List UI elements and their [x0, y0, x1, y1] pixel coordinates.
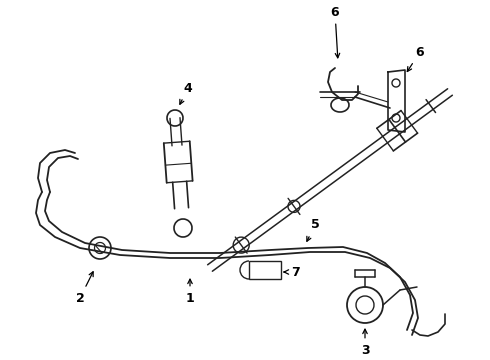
Text: 3: 3 [361, 329, 369, 356]
Text: 2: 2 [75, 272, 93, 305]
Text: 4: 4 [180, 81, 193, 104]
Text: 6: 6 [407, 45, 424, 72]
Text: 6: 6 [331, 5, 340, 58]
Bar [249, 261, 281, 279]
Text: 7: 7 [284, 266, 299, 279]
Text: 1: 1 [186, 279, 195, 305]
Text: 5: 5 [307, 219, 319, 241]
